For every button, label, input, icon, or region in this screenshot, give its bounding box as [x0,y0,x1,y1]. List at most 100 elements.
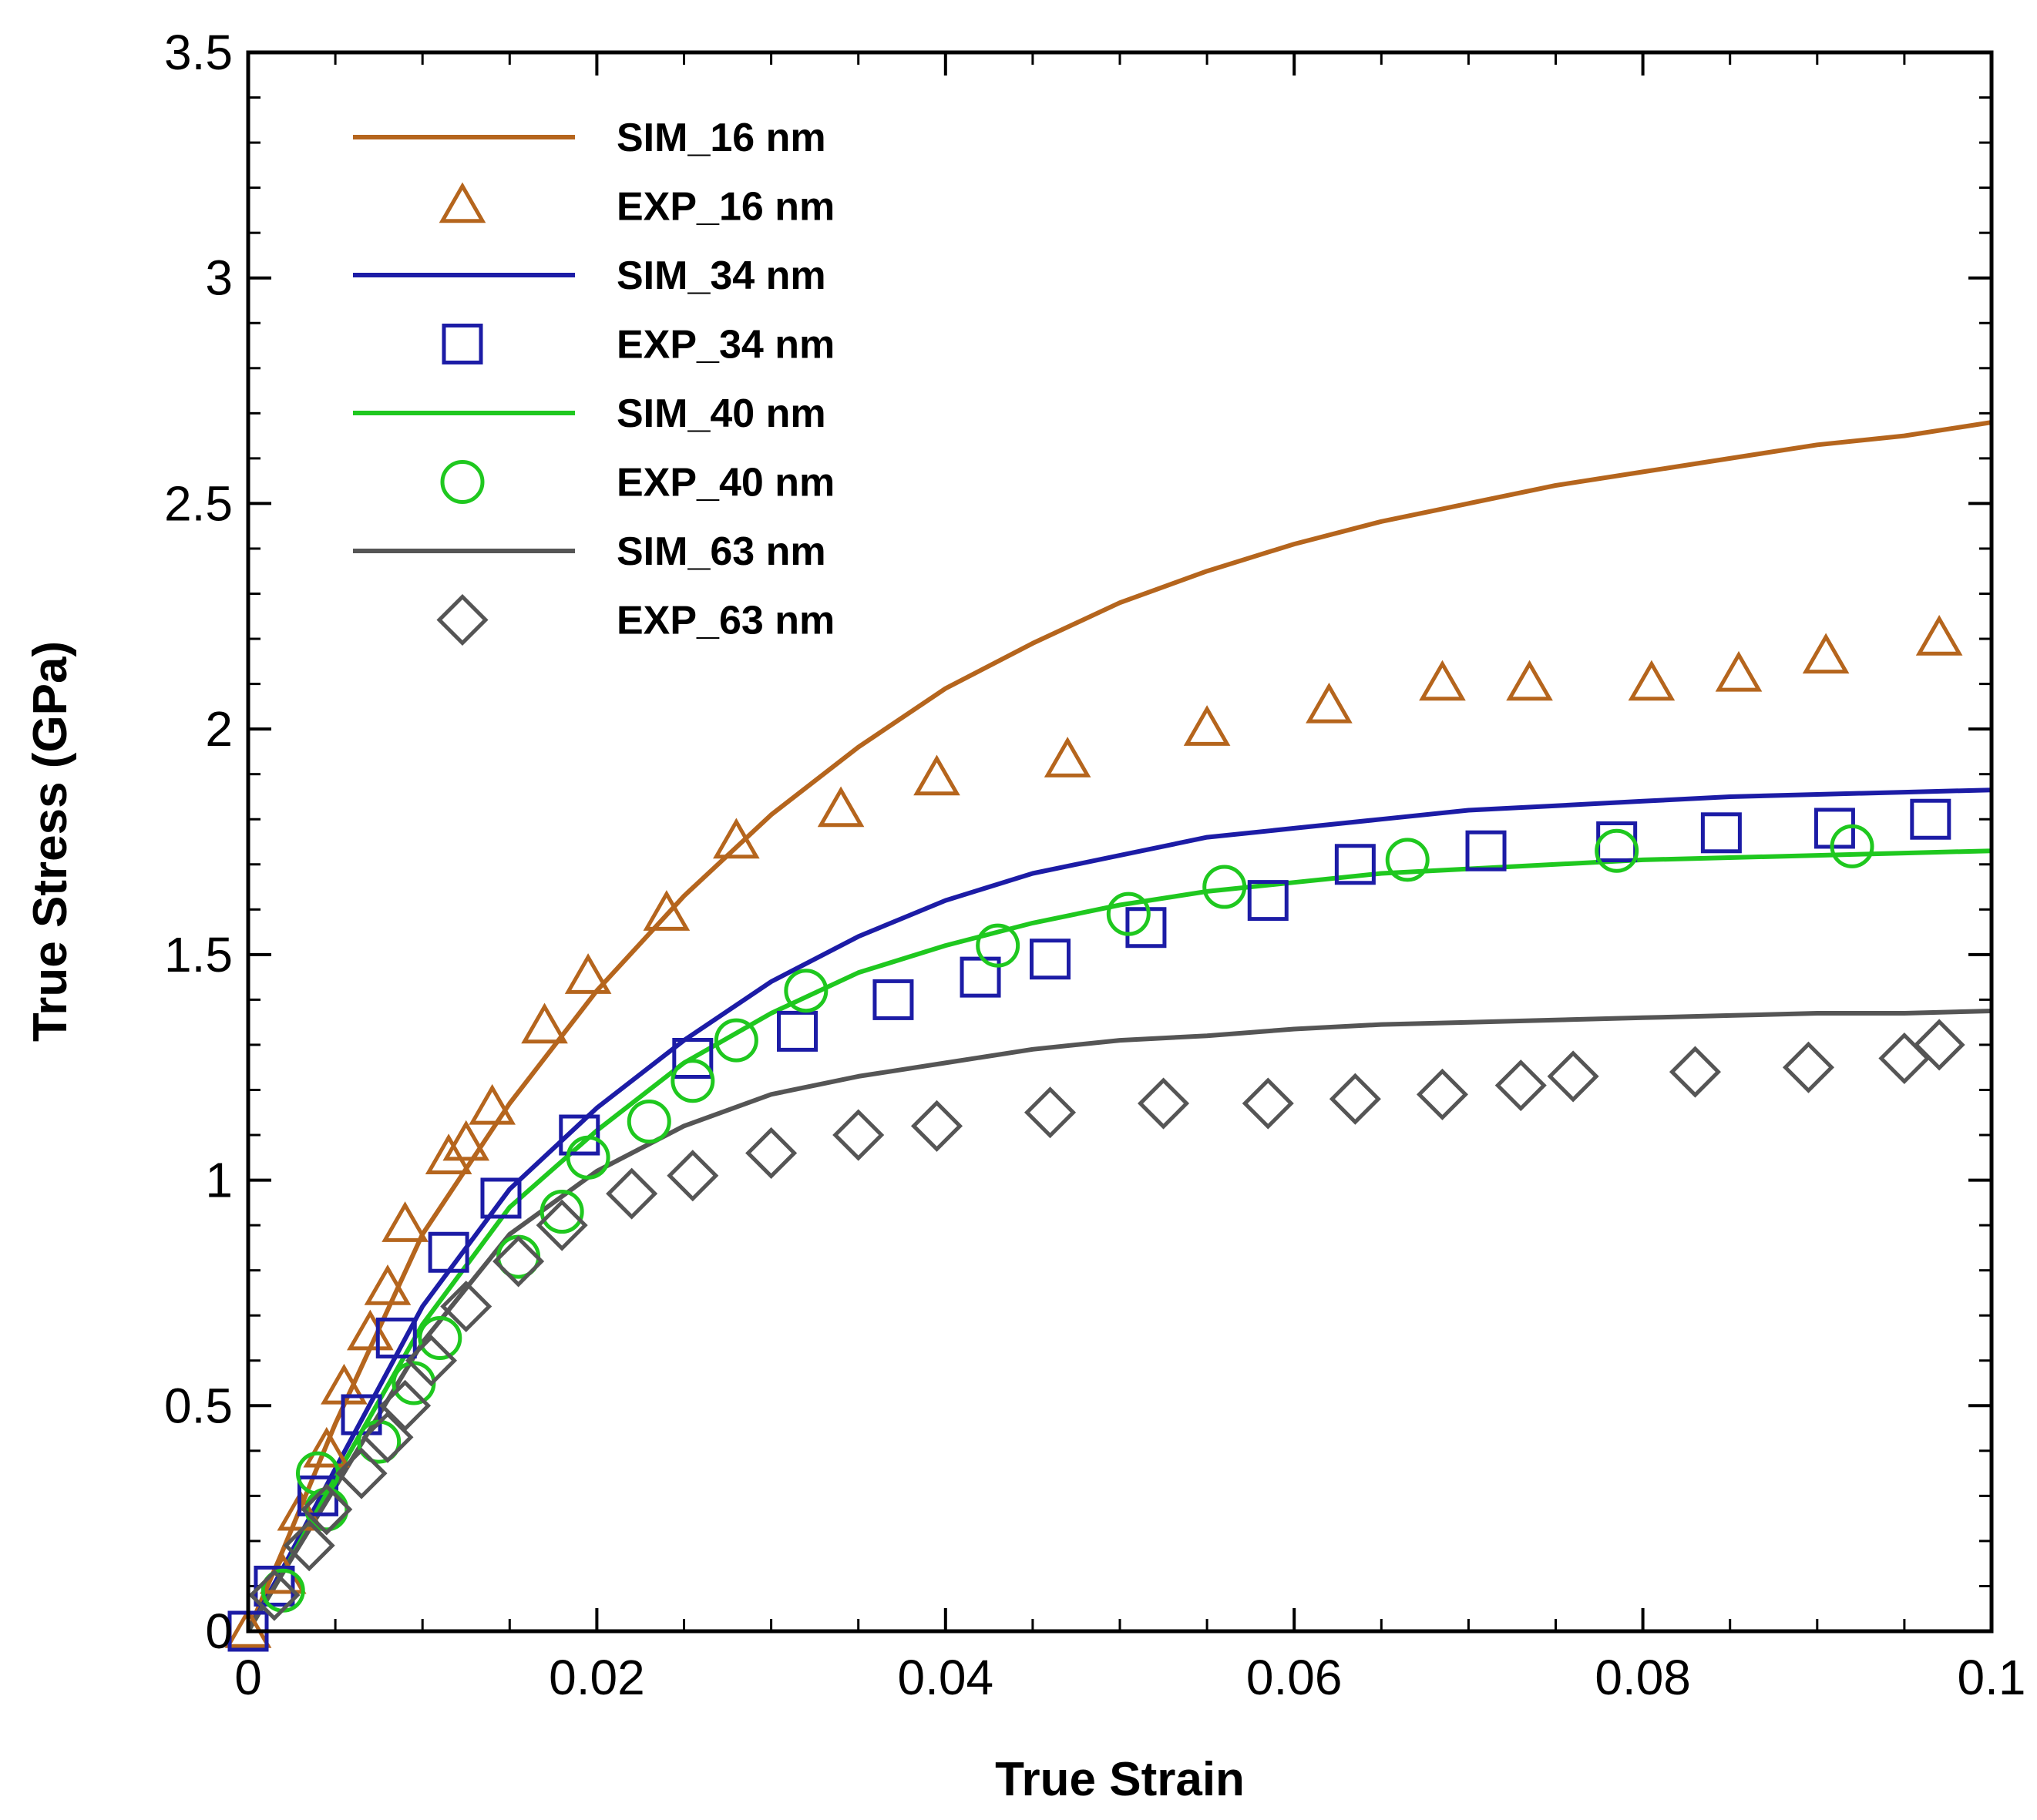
legend-label-exp-40-nm: EXP_40 nm [617,461,835,505]
data-point-exp-34-nm [1247,880,1289,922]
data-point-exp-16-nm [364,1264,412,1305]
data-point-exp-40-nm [1106,892,1151,936]
data-point-exp-63-nm [1329,1073,1381,1125]
data-point-exp-16-nm [1802,633,1850,674]
data-point-exp-16-nm [1628,660,1676,701]
data-point-exp-16-nm [1715,650,1763,692]
legend-marker-exp-16-nm [439,182,486,223]
x-tick-label: 0 [234,1650,262,1705]
data-point-exp-63-nm [1913,1019,1965,1071]
data-point-exp-34-nm [480,1177,522,1219]
data-point-exp-16-nm [347,1309,394,1351]
legend-marker-exp-40-nm [440,460,485,504]
data-point-exp-40-nm [566,1135,610,1180]
data-point-exp-34-nm [559,1114,600,1156]
x-tick-label: 0.1 [1958,1650,2026,1705]
data-point-exp-63-nm [1242,1077,1294,1130]
legend-label-exp-34-nm: EXP_34 nm [617,323,835,368]
data-point-exp-63-nm [910,1100,963,1152]
data-point-exp-63-nm [379,1379,432,1432]
y-tick-label: 3.5 [164,25,233,80]
y-tick-label: 1 [205,1153,233,1208]
data-point-exp-40-nm [1385,838,1430,882]
data-point-exp-16-nm [1044,737,1091,777]
y-tick-label: 0 [205,1603,233,1659]
data-point-exp-34-nm [1813,808,1855,849]
data-point-exp-16-nm [1183,705,1231,746]
data-point-exp-16-nm [469,1083,516,1125]
data-point-exp-63-nm [492,1235,545,1288]
legend-label-sim-40-nm: SIM_40 nm [617,391,826,436]
y-tick-label: 0.5 [164,1378,233,1433]
data-point-exp-16-nm [382,1201,429,1242]
data-point-exp-63-nm [301,1483,353,1536]
data-point-exp-63-nm [832,1109,885,1161]
data-point-exp-16-nm [521,1002,568,1044]
legend-label-sim-16-nm: SIM_16 nm [617,116,826,160]
y-tick-label: 1.5 [164,927,233,982]
data-point-exp-40-nm [714,1018,758,1063]
data-point-exp-63-nm [405,1335,458,1387]
x-tick-label: 0.08 [1595,1650,1691,1705]
data-point-exp-40-nm [627,1099,671,1143]
data-point-exp-63-nm [440,1280,492,1333]
data-point-exp-63-nm [1024,1086,1077,1139]
data-point-exp-63-nm [1416,1068,1469,1120]
data-point-exp-34-nm [777,1010,818,1052]
x-tick-label: 0.06 [1246,1650,1343,1705]
data-point-exp-40-nm [1595,828,1639,873]
legend-marker-exp-34-nm [442,324,483,364]
data-point-exp-63-nm [1547,1050,1599,1103]
data-point-exp-16-nm [1306,682,1353,724]
data-point-exp-63-nm [248,1569,301,1621]
data-point-exp-63-nm [335,1447,388,1499]
y-tick-label: 2 [205,701,233,757]
data-point-exp-16-nm [303,1426,351,1468]
legend-marker-exp-63-nm [436,593,489,646]
data-point-exp-34-nm [672,1038,714,1080]
legend: SIM_16 nm EXP_16 nm SIM_34 nm EXP_34 nm SIM_… [353,116,835,646]
data-point-exp-16-nm [1419,660,1466,701]
data-point-exp-34-nm [1334,844,1376,885]
data-point-exp-16-nm [643,890,691,931]
x-tick-label: 0.04 [898,1650,994,1705]
data-point-exp-63-nm [361,1411,414,1463]
data-point-exp-63-nm [536,1199,588,1251]
series-line-sim-63-nm [248,1009,1992,1631]
data-point-exp-40-nm [418,1315,462,1360]
data-point-exp-40-nm [784,969,829,1013]
data-point-exp-16-nm [913,754,960,796]
data-point-exp-34-nm [872,979,914,1020]
marker-layer [224,615,1965,1652]
data-point-exp-16-nm [425,1133,472,1174]
data-point-exp-63-nm [606,1167,658,1220]
data-point-exp-63-nm [745,1127,798,1179]
data-point-exp-34-nm [1910,798,1951,840]
data-point-exp-63-nm [1138,1077,1190,1130]
legend-label-sim-34-nm: SIM_34 nm [617,254,826,298]
legend-label-sim-63-nm: SIM_63 nm [617,529,826,574]
legend-label-exp-63-nm: EXP_63 nm [617,599,835,643]
data-point-exp-16-nm [713,818,760,859]
data-point-exp-34-nm [1700,812,1742,854]
data-point-exp-16-nm [1506,660,1553,701]
data-point-exp-16-nm [224,1607,272,1648]
data-point-exp-34-nm [428,1231,469,1273]
data-point-exp-16-nm [442,1120,490,1161]
data-point-exp-34-nm [1125,907,1167,949]
data-point-exp-40-nm [304,1487,349,1532]
data-point-exp-63-nm [1782,1041,1835,1093]
data-point-exp-34-nm [254,1565,295,1607]
data-point-exp-34-nm [1465,830,1507,871]
data-point-exp-40-nm [540,1190,584,1234]
legend-label-exp-16-nm: EXP_16 nm [617,185,835,230]
data-point-exp-16-nm [817,786,865,828]
data-point-exp-40-nm [1830,824,1874,868]
y-tick-label: 2.5 [164,475,233,531]
data-point-exp-40-nm [976,923,1020,968]
data-point-exp-34-nm [1030,939,1071,980]
plot-frame [246,50,1994,1634]
data-point-exp-63-nm [667,1150,719,1202]
